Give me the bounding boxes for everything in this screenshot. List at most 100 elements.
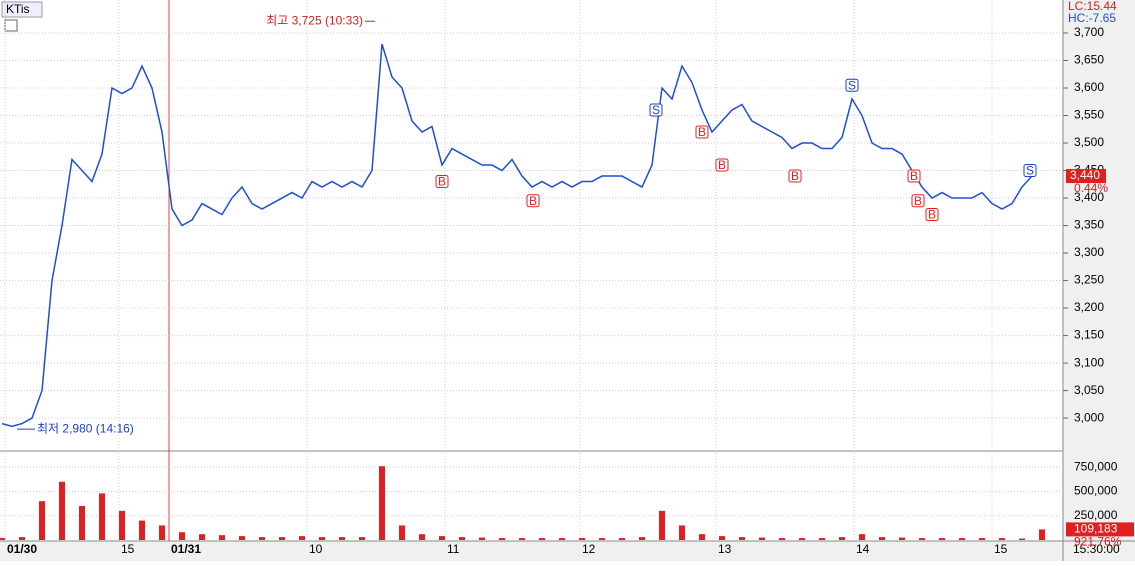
volume-bar	[39, 501, 45, 540]
volume-bar	[819, 538, 825, 540]
volume-bar	[319, 537, 325, 540]
x-tick-label: 12	[582, 542, 596, 556]
volume-bar	[379, 466, 385, 540]
volume-bar	[759, 537, 765, 540]
volume-bar	[779, 538, 785, 540]
volume-bar	[559, 538, 565, 540]
volume-bar	[419, 534, 425, 540]
price-line	[1, 43, 1033, 428]
signal-label: B	[914, 194, 922, 208]
volume-bar	[439, 536, 445, 540]
volume-bar	[0, 538, 5, 540]
x-tick-label: 11	[447, 542, 460, 556]
volume-bar	[259, 537, 265, 540]
volume-bar	[399, 525, 405, 540]
volume-bar	[539, 538, 545, 540]
volume-bar	[79, 506, 85, 540]
volume-bar	[939, 538, 945, 540]
x-tick-label: 14	[856, 542, 870, 556]
volume-bar	[339, 537, 345, 540]
y-tick-label: 3,200	[1074, 300, 1104, 314]
signal-marker	[788, 169, 802, 183]
volume-bar	[979, 538, 985, 540]
volume-bar	[219, 535, 225, 540]
volume-bar	[679, 525, 685, 540]
y-tick-label: 3,350	[1074, 218, 1104, 232]
volume-bar	[159, 525, 165, 540]
signal-marker	[649, 103, 663, 117]
volume-bar	[639, 537, 645, 540]
y-tick-label: 3,600	[1074, 80, 1104, 94]
y-tick-label: 3,050	[1074, 383, 1104, 397]
signal-marker	[925, 208, 939, 222]
signal-marker	[845, 78, 859, 92]
volume-bar	[999, 538, 1005, 540]
signal-label: B	[529, 194, 537, 208]
volume-bar	[119, 510, 125, 540]
y-tick-label: 750,000	[1074, 459, 1118, 473]
lc-label: LC:15.44	[1068, 0, 1117, 13]
signal-label: S	[1026, 164, 1034, 178]
signal-label: B	[438, 175, 446, 189]
volume-bar	[239, 536, 245, 540]
table-icon[interactable]	[4, 19, 18, 32]
volume-bar	[359, 537, 365, 540]
volume-bar	[479, 537, 485, 540]
volume-bar	[1039, 529, 1045, 540]
y-tick-label: 3,500	[1074, 135, 1104, 149]
ratio-label: 921.76%	[1074, 535, 1122, 549]
x-tick-label: 13	[718, 542, 732, 556]
volume-bar	[99, 493, 105, 540]
y-tick-label: 3,550	[1074, 108, 1104, 122]
signal-marker	[695, 125, 709, 139]
x-axis-panel	[0, 541, 1135, 561]
x-tick-label: 10	[309, 542, 323, 556]
y-tick-label: 3,250	[1074, 273, 1104, 287]
last-volume-box	[1066, 522, 1134, 537]
volume-bar	[799, 538, 805, 540]
volume-bar	[519, 538, 525, 540]
signal-marker	[907, 169, 921, 183]
volume-bar	[19, 537, 25, 540]
signal-label: B	[698, 125, 706, 139]
volume-bar	[619, 538, 625, 540]
chart-title: KTis	[6, 2, 30, 16]
signal-marker	[435, 175, 449, 189]
last-volume-label: 109,183	[1074, 522, 1118, 536]
volume-bar	[739, 537, 745, 540]
high-annotation: 최고 3,725 (10:33)	[266, 13, 363, 27]
volume-bar	[279, 537, 285, 540]
signal-label: B	[791, 169, 799, 183]
y-tick-label: 3,700	[1074, 25, 1104, 39]
signal-label: B	[718, 158, 726, 172]
signal-label: S	[652, 103, 660, 117]
x-tick-label: 01/30	[7, 542, 37, 556]
y-tick-label: 3,400	[1074, 190, 1104, 204]
volume-bar	[59, 481, 65, 540]
signal-marker	[715, 158, 729, 172]
signal-label: B	[928, 208, 936, 222]
volume-bar	[579, 538, 585, 540]
volume-bar	[839, 537, 845, 540]
y-tick-label: 3,300	[1074, 245, 1104, 259]
title-box	[1, 1, 43, 18]
volume-bar	[719, 536, 725, 540]
volume-bar	[1019, 538, 1025, 540]
x-tick-label: 15	[994, 542, 1008, 556]
volume-bar	[179, 532, 185, 540]
change-label: 0.44%	[1074, 181, 1108, 195]
volume-bar	[659, 510, 665, 540]
y-tick-label: 500,000	[1074, 484, 1118, 498]
x-tick-label: 15	[121, 542, 135, 556]
volume-bar	[499, 538, 505, 540]
volume-bar	[699, 534, 705, 540]
volume-bar	[959, 538, 965, 540]
last-price-box	[1066, 169, 1106, 184]
hc-label: HC:-7.65	[1068, 11, 1116, 25]
x-tick-label: 01/31	[171, 542, 201, 556]
volume-bar	[879, 537, 885, 540]
signal-marker	[1023, 164, 1037, 178]
volume-bar	[859, 534, 865, 540]
y-tick-label: 250,000	[1074, 508, 1118, 522]
